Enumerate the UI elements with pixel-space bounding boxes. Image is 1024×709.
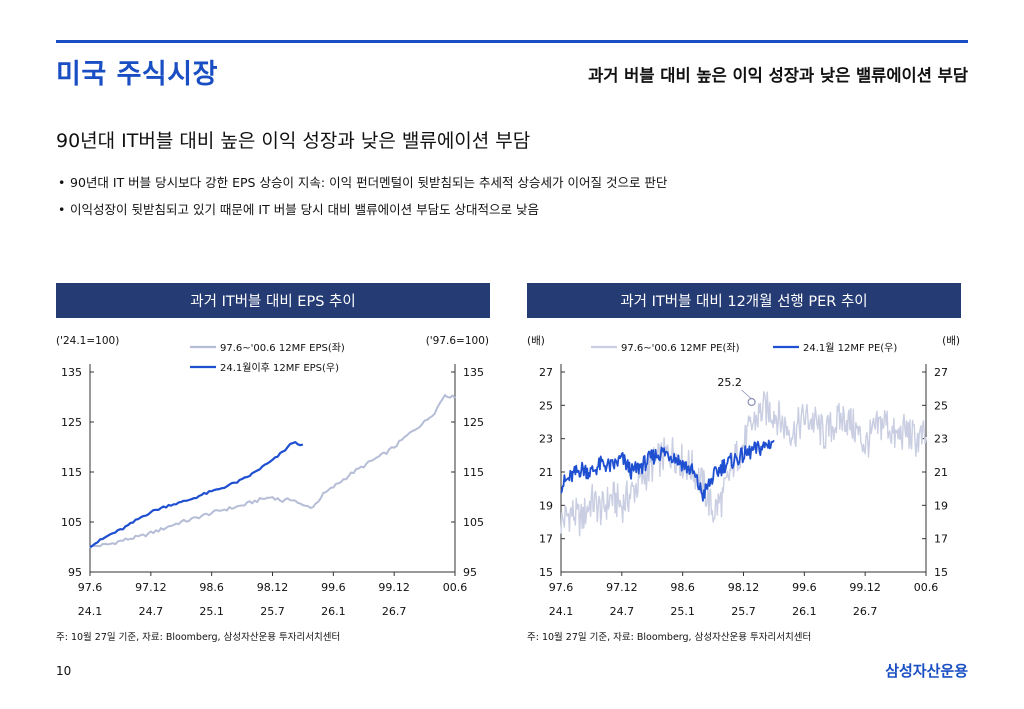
bullet-marker: • [58,175,66,190]
left-axis-unit-label: ('24.1=100) [56,335,119,347]
top-accent-rule [56,40,968,43]
series-line-past [560,391,927,537]
x-tick-label-top: 98.12 [257,581,289,594]
x-tick-label-bottom: 25.7 [731,605,756,618]
x-tick-label-top: 99.12 [378,581,410,594]
page-number: 10 [56,664,72,678]
left-y-tick-label: 125 [61,416,82,429]
header-subtitle: 과거 버블 대비 높은 이익 성장과 낮은 밸류에이션 부담 [588,66,968,85]
left-y-tick-label: 17 [539,533,553,546]
left-y-tick-label: 23 [539,433,553,446]
x-tick-label-top: 97.12 [135,581,167,594]
series-line-past [89,394,456,549]
brand-logo-text: 삼성자산운용 [885,662,968,680]
per-chart-title: 과거 IT버블 대비 12개월 선행 PER 추이 [527,283,961,318]
x-tick-label-bottom: 26.7 [853,605,878,618]
bullet-item: • 90년대 IT 버블 당시보다 강한 EPS 상승이 지속: 이익 펀더멘털이… [58,175,667,191]
left-y-tick-label: 15 [539,566,553,579]
left-axis-unit-label: (배) [527,335,545,347]
left-y-tick-label: 105 [61,516,82,529]
legend-label: 97.6~'00.6 12MF PE(좌) [621,342,740,354]
right-y-tick-label: 105 [463,516,484,529]
right-axis-unit-label: ('97.6=100) [426,335,489,347]
x-tick-label-top: 99.12 [849,581,881,594]
left-y-tick-label: 19 [539,499,553,512]
x-tick-label-bottom: 25.7 [260,605,285,618]
x-tick-label-bottom: 24.1 [549,605,574,618]
x-tick-label-bottom: 26.7 [382,605,407,618]
right-y-tick-label: 27 [934,366,948,379]
x-tick-label-bottom: 24.1 [78,605,103,618]
x-tick-label-bottom: 24.7 [610,605,635,618]
right-y-tick-label: 23 [934,433,948,446]
legend-label: 24.1월 12MF PE(우) [803,342,897,354]
left-y-tick-label: 21 [539,466,553,479]
headline: 90년대 IT버블 대비 높은 이익 성장과 낮은 밸류에이션 부담 [56,130,531,152]
x-tick-label-top: 98.6 [199,581,224,594]
left-y-tick-label: 135 [61,366,82,379]
eps-chart-title: 과거 IT버블 대비 EPS 추이 [56,283,490,318]
x-tick-label-top: 98.12 [728,581,760,594]
eps-chart-footnote: 주: 10월 27일 기준, 자료: Bloomberg, 삼성자산운용 투자리… [56,632,341,643]
right-y-tick-label: 25 [934,399,948,412]
right-y-tick-label: 17 [934,533,948,546]
x-tick-label-bottom: 26.1 [321,605,346,618]
section-title: 미국 주식시장 [56,59,218,90]
right-y-tick-label: 19 [934,499,948,512]
right-axis-unit-label: (배) [942,335,960,347]
bullet-text: 이익성장이 뒷받침되고 있기 때문에 IT 버블 당시 대비 밸류에이션 부담도… [70,202,540,217]
bullet-marker: • [58,202,66,217]
left-y-tick-label: 25 [539,399,553,412]
x-tick-label-bottom: 24.7 [139,605,164,618]
right-y-tick-label: 15 [934,566,948,579]
x-tick-label-bottom: 25.1 [199,605,224,618]
peak-marker [747,397,756,407]
right-y-tick-label: 135 [463,366,484,379]
left-y-tick-label: 27 [539,366,553,379]
right-y-tick-label: 95 [463,566,477,579]
bullet-item: • 이익성장이 뒷받침되고 있기 때문에 IT 버블 당시 대비 밸류에이션 부담… [58,202,667,218]
x-tick-label-top: 98.6 [670,581,695,594]
x-tick-label-top: 00.6 [914,581,939,594]
bullet-text: 90년대 IT 버블 당시보다 강한 EPS 상승이 지속: 이익 펀더멘털이 … [70,175,668,190]
legend-label: 97.6~'00.6 12MF EPS(좌) [220,342,345,354]
bullet-list: • 90년대 IT 버블 당시보다 강한 EPS 상승이 지속: 이익 펀더멘털이… [58,175,667,229]
right-y-tick-label: 115 [463,466,484,479]
series-line-current [560,439,775,502]
left-y-tick-label: 95 [68,566,82,579]
x-tick-label-top: 97.6 [549,581,574,594]
x-tick-label-top: 97.12 [606,581,638,594]
x-tick-label-top: 99.6 [792,581,817,594]
x-tick-label-bottom: 25.1 [670,605,695,618]
per-chart: (배) (배) 15 15 17 17 19 19 21 21 23 23 25 25 27 27 97.6 97… [527,335,960,618]
left-y-tick-label: 115 [61,466,82,479]
x-tick-label-top: 99.6 [321,581,346,594]
peak-leader-line [741,389,752,400]
x-tick-label-top: 97.6 [78,581,103,594]
right-y-tick-label: 125 [463,416,484,429]
series-line-current [89,441,304,549]
x-tick-label-bottom: 26.1 [792,605,817,618]
eps-chart: ('24.1=100) ('97.6=100) 95 95 105 105 115 115 12… [56,335,489,618]
right-y-tick-label: 21 [934,466,948,479]
legend-label: 24.1월이후 12MF EPS(우) [220,362,339,374]
x-tick-label-top: 00.6 [443,581,468,594]
peak-annotation-label: 25.2 [717,376,742,389]
per-chart-footnote: 주: 10월 27일 기준, 자료: Bloomberg, 삼성자산운용 투자리… [527,632,812,643]
